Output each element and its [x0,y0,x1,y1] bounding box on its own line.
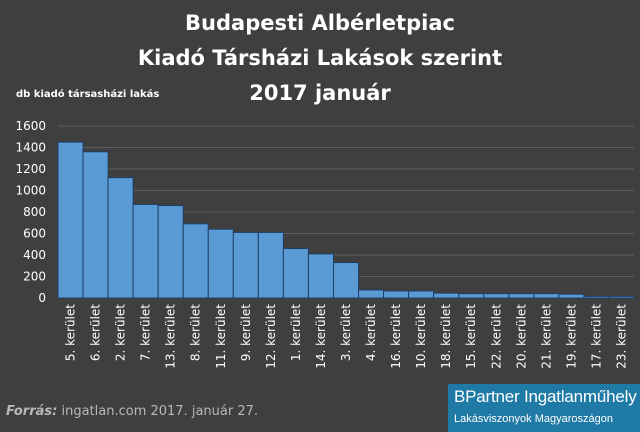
x-tick-label: 21. kerület [539,304,553,369]
x-tick-label: 2. kerület [114,304,128,361]
y-tick-label: 600 [23,227,46,241]
bar [232,231,259,299]
y-tick-label: 400 [23,248,46,262]
brand-logo: BPartner Ingatlanműhely Lakásviszonyok M… [448,384,640,432]
x-tick-label: 22. kerület [489,304,503,369]
x-tick-label: 1. kerület [289,304,303,361]
x-tick-label: 18. kerület [439,304,453,369]
bar [583,295,610,299]
bar [282,248,309,299]
x-tick-label: 9. kerület [239,304,253,361]
x-tick-label: 6. kerület [89,304,103,361]
logo-main-text: BPartner Ingatlanműhely [454,387,637,406]
y-tick-label: 1200 [15,162,46,176]
x-tick-label: 23. kerület [614,304,628,369]
bar [107,177,134,299]
x-tick-label: 7. kerület [139,304,153,361]
x-tick-label: 16. kerület [389,304,403,369]
bar [157,205,184,299]
y-tick-label: 800 [23,205,46,219]
x-tick-label: 19. kerület [564,304,578,369]
bar [483,293,510,299]
bar [132,203,159,299]
x-tick-label: 14. kerület [314,304,328,369]
x-tick-label: 17. kerület [589,304,603,369]
bar [558,293,585,299]
chart-title-line-3: 2017 január [249,81,391,105]
x-tick-label: 11. kerület [214,304,228,369]
x-tick-label: 5. kerület [64,304,78,361]
x-tick-label: 10. kerület [414,304,428,369]
bar [332,262,360,299]
bar [408,290,435,299]
x-tick-label: 4. kerület [364,304,378,361]
bar [358,289,385,299]
logo-sub-text: Lakásviszonyok Magyaroszágon [454,413,613,425]
x-tick-label: 20. kerület [514,304,528,369]
bar [182,223,209,299]
y-tick-label: 1400 [15,141,46,155]
source-note: Forrás: ingatlan.com 2017. január 27. [6,404,258,419]
x-tick-label: 15. kerület [464,304,478,369]
bar [383,290,410,299]
y-axis-label: db kiadó társasházi lakás [16,89,160,100]
bar [307,253,334,299]
source-label: Forrás: [6,404,58,419]
bar [608,295,635,299]
chart-title-line-1: Budapesti Albérletpiac [185,11,455,35]
chart-title-line-2: Kiadó Társházi Lakások szerint [137,46,503,70]
y-tick-label: 0 [38,291,46,305]
x-tick-label: 13. kerület [164,304,178,369]
bar [458,293,485,299]
y-tick-label: 200 [23,270,46,284]
bar [433,292,460,299]
bar [57,141,84,299]
bar [82,151,109,299]
bar [508,293,535,299]
y-tick-label: 1000 [15,184,46,198]
x-tick-label: 3. kerület [339,304,353,361]
x-tick-label: 12. kerület [264,304,278,369]
bar [533,293,560,299]
bar [257,231,284,299]
bar [207,228,234,299]
x-tick-label: 8. kerület [189,304,203,361]
y-tick-label: 1600 [15,119,46,133]
source-text: ingatlan.com 2017. január 27. [61,404,259,419]
